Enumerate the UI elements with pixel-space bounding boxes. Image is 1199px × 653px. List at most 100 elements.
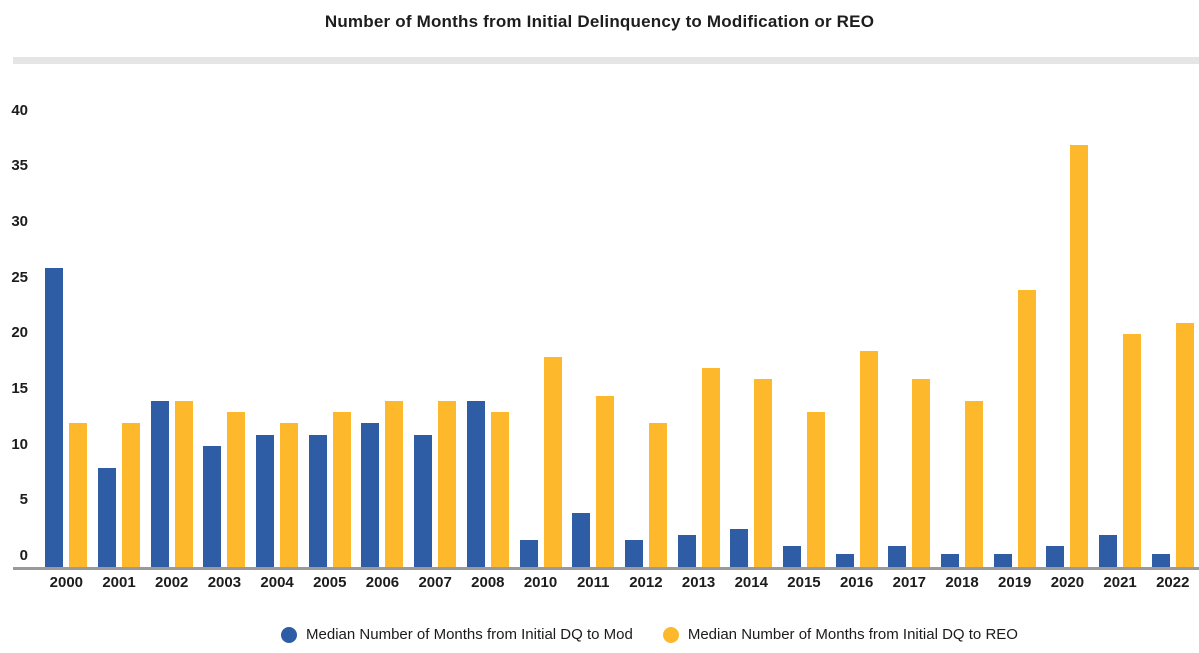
y-tick-label-10: 10: [11, 435, 28, 453]
bar-reo-2007: [438, 401, 457, 567]
category-group-2004: [251, 100, 304, 567]
x-tick-label-2017: 2017: [892, 574, 927, 591]
x-tick-label-2022: 2022: [1156, 574, 1190, 591]
y-tick-label-5: 5: [19, 491, 28, 509]
category-group-2001: [93, 100, 146, 567]
bar-mod-2015: [782, 545, 801, 567]
bar-mod-2011: [572, 512, 591, 567]
y-tick-label-35: 35: [11, 157, 28, 175]
bar-mod-2005: [308, 434, 327, 567]
bar-reo-2008: [490, 412, 509, 567]
bar-reo-2012: [648, 423, 667, 567]
bar-mod-2003: [203, 445, 222, 567]
bar-reo-2014: [754, 378, 773, 567]
x-axis-line: [13, 567, 1199, 570]
chart-title: Number of Months from Initial Delinquenc…: [324, 12, 875, 31]
plot-area: [40, 100, 1199, 567]
bar-reo-2017: [912, 378, 931, 567]
legend-item-reo: Median Number of Months from Initial DQ …: [662, 626, 1018, 643]
category-group-2021: [1094, 100, 1147, 567]
category-group-2003: [198, 100, 251, 567]
bar-reo-2002: [174, 401, 193, 567]
x-tick-label-2006: 2006: [365, 574, 400, 591]
category-group-2018: [936, 100, 989, 567]
horizontal-scrollbar-track[interactable]: [13, 57, 1199, 64]
x-tick-label-2020: 2020: [1050, 574, 1085, 591]
bar-mod-2013: [677, 534, 696, 567]
category-group-2000: [40, 100, 93, 567]
bar-mod-2008: [466, 401, 485, 567]
x-tick-label-2011: 2011: [576, 574, 610, 591]
x-tick-label-2007: 2007: [418, 574, 452, 591]
x-tick-label-2012: 2012: [629, 574, 663, 591]
x-tick-label-2001: 2001: [102, 574, 136, 591]
category-group-2011: [567, 100, 620, 567]
category-group-2020: [1041, 100, 1094, 567]
bar-reo-2013: [701, 367, 720, 567]
bar-reo-2018: [965, 401, 984, 567]
bar-reo-2000: [69, 423, 88, 567]
legend-dot-mod-icon: [281, 626, 298, 643]
category-group-2006: [356, 100, 409, 567]
x-axis-labels: 2000 2001 2002 2003 2004 2005 2006 2007 2008 2010…: [40, 574, 1199, 591]
x-tick-label-2003: 2003: [207, 574, 242, 591]
category-group-2014: [725, 100, 778, 567]
bar-mod-2014: [730, 529, 749, 567]
bar-mod-2012: [624, 540, 643, 567]
category-group-2016: [830, 100, 883, 567]
category-group-2008: [462, 100, 515, 567]
bar-reo-2020: [1070, 145, 1089, 567]
bar-mod-2019: [993, 553, 1012, 567]
x-tick-label-2008: 2008: [471, 574, 505, 591]
category-group-2017: [883, 100, 936, 567]
x-tick-label-2019: 2019: [998, 574, 1032, 591]
x-tick-label-2014: 2014: [734, 574, 768, 591]
x-tick-label-2002: 2002: [155, 574, 189, 591]
bar-reo-2015: [806, 412, 825, 567]
x-tick-label-2015: 2015: [787, 574, 821, 591]
x-tick-label-2018: 2018: [945, 574, 979, 591]
x-tick-label-2000: 2000: [49, 574, 84, 591]
bar-reo-2006: [385, 401, 404, 567]
bar-mod-2010: [519, 540, 538, 567]
bar-reo-2016: [859, 351, 878, 567]
bar-mod-2017: [888, 545, 907, 567]
y-tick-label-25: 25: [11, 268, 28, 286]
bar-mod-2006: [361, 423, 380, 567]
category-group-2005: [303, 100, 356, 567]
x-tick-label-2004: 2004: [260, 574, 294, 591]
y-tick-label-40: 40: [11, 101, 28, 119]
legend-label-reo: Median Number of Months from Initial DQ …: [687, 626, 1018, 643]
x-tick-label-2013: 2013: [681, 574, 716, 591]
bar-reo-2003: [227, 412, 246, 567]
category-group-2010: [514, 100, 567, 567]
bar-reo-2019: [1017, 289, 1036, 567]
category-group-2012: [620, 100, 673, 567]
y-tick-label-30: 30: [11, 213, 28, 231]
bar-mod-2004: [256, 434, 275, 567]
category-group-2007: [409, 100, 462, 567]
x-tick-label-2005: 2005: [313, 574, 347, 591]
bar-mod-2020: [1046, 545, 1065, 567]
category-group-2015: [778, 100, 831, 567]
bar-mod-2001: [98, 468, 117, 567]
chart-legend: Median Number of Months from Initial DQ …: [100, 626, 1199, 643]
bar-reo-2004: [280, 423, 299, 567]
bar-mod-2000: [45, 267, 64, 567]
x-tick-label-2021: 2021: [1103, 574, 1137, 591]
bar-reo-2021: [1123, 334, 1142, 567]
bar-reo-2001: [122, 423, 141, 567]
category-group-2019: [988, 100, 1041, 567]
bar-reo-2022: [1175, 323, 1194, 567]
category-group-2002: [145, 100, 198, 567]
bar-mod-2007: [414, 434, 433, 567]
bar-mod-2018: [941, 553, 960, 567]
bar-reo-2011: [596, 395, 615, 567]
x-tick-label-2010: 2010: [523, 574, 558, 591]
legend-dot-reo-icon: [662, 626, 679, 643]
bar-mod-2016: [835, 553, 854, 567]
bar-mod-2021: [1099, 534, 1118, 567]
bar-mod-2022: [1151, 553, 1170, 567]
category-group-2022: [1146, 100, 1199, 567]
bar-reo-2005: [332, 412, 351, 567]
